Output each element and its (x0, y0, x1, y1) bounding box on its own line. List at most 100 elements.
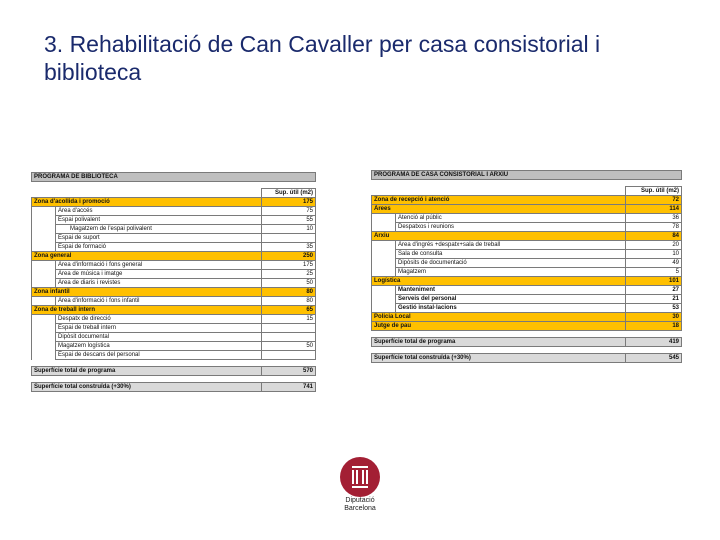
library-row-label: Zona de treball intern (31, 305, 262, 315)
library-row-value: 35 (261, 242, 316, 252)
town-hall-row: Arxiu 84 (371, 231, 682, 241)
town-hall-row-label: Policia Local (371, 312, 626, 322)
library-total-program-row: Superfície total de programa 570 (31, 366, 316, 376)
library-row: Espai de formació 35 (31, 242, 316, 252)
library-row-label: Magatzem de l'espai polivalent (55, 224, 262, 234)
town-hall-row-label: Àrees (371, 204, 626, 214)
library-row: Zona de treball intern 65 (31, 305, 316, 315)
town-hall-total-built-row: Superfície total construïda (+30%) 545 (371, 353, 682, 363)
library-heading: PROGRAMA DE BIBLIOTECA (31, 172, 316, 182)
library-row-label: Zona infantil (31, 287, 262, 297)
town-hall-row: Manteniment 27 (371, 285, 682, 295)
town-hall-row-label: Despatxos i reunions (395, 222, 626, 232)
town-hall-row-value: 101 (625, 276, 682, 286)
town-hall-row-label: Magatzem (395, 267, 626, 277)
library-row-value: 250 (261, 251, 316, 261)
town-hall-row: Logística 101 (371, 276, 682, 286)
library-row-value: 50 (261, 278, 316, 288)
town-hall-row: Atenció al públic 36 (371, 213, 682, 223)
library-column-header: Sup. útil (m2) (261, 188, 316, 198)
town-hall-row: Magatzem 5 (371, 267, 682, 277)
diputacio-barcelona-logo: Diputació Barcelona (338, 457, 382, 513)
town-hall-row-value: 27 (625, 285, 682, 295)
library-row: Espai polivalent 55 (31, 215, 316, 225)
library-row: Dipòsit documental (31, 332, 316, 342)
library-row-label: Zona d'acollida i promoció (31, 197, 262, 207)
town-hall-row-label: Atenció al públic (395, 213, 626, 223)
town-hall-row-value: 10 (625, 249, 682, 259)
town-hall-table-heading: PROGRAMA DE CASA CONSISTORIAL I ARXIU (371, 170, 682, 180)
library-row-label: Espai de formació (55, 242, 262, 252)
library-row-value: 10 (261, 224, 316, 234)
town-hall-row: Despatxos i reunions 78 (371, 222, 682, 232)
library-row-value: 50 (261, 341, 316, 351)
town-hall-row-label: Àrea d'ingrés +despatx+sala de treball (395, 240, 626, 250)
library-row: Àrea de música i imatge 25 (31, 269, 316, 279)
library-row-label: Zona general (31, 251, 262, 261)
library-total-built-label: Superfície total construïda (+30%) (31, 382, 262, 392)
town-hall-row-value: 78 (625, 222, 682, 232)
library-row: Zona d'acollida i promoció 175 (31, 197, 316, 207)
town-hall-row-label: Zona de recepció i atenció (371, 195, 626, 205)
library-row: Zona general 250 (31, 251, 316, 261)
library-row-value: 55 (261, 215, 316, 225)
library-row-label: Espai de treball intern (55, 323, 262, 333)
town-hall-row-value: 114 (625, 204, 682, 214)
library-row-label: Espai polivalent (55, 215, 262, 225)
logo-text-line2: Barcelona (344, 505, 376, 512)
library-row-label: Despatx de direcció (55, 314, 262, 324)
library-row-label: Dipòsit documental (55, 332, 262, 342)
town-hall-row: Serveis del personal 21 (371, 294, 682, 304)
library-row-label: Àrea d'informació i fons general (55, 260, 262, 270)
town-hall-row-label: Serveis del personal (395, 294, 626, 304)
library-row: Espai de descans del personal (31, 350, 316, 360)
diputacio-barcelona-emblem-icon (340, 457, 380, 497)
town-hall-row-value: 53 (625, 303, 682, 313)
town-hall-row: Jutge de pau 18 (371, 321, 682, 331)
town-hall-row: Dipòsits de documentació 49 (371, 258, 682, 268)
town-hall-row: Policia Local 30 (371, 312, 682, 322)
library-row-value: 175 (261, 260, 316, 270)
town-hall-total-built-value: 545 (625, 353, 682, 363)
library-total-program-label: Superfície total de programa (31, 366, 262, 376)
library-row: Àrea d'informació i fons general 175 (31, 260, 316, 270)
library-row: Zona infantil 80 (31, 287, 316, 297)
town-hall-row: Àrea d'ingrés +despatx+sala de treball 20 (371, 240, 682, 250)
library-total-program-value: 570 (261, 366, 316, 376)
library-row-value: 80 (261, 296, 316, 306)
library-row-value: 175 (261, 197, 316, 207)
library-row-value: 80 (261, 287, 316, 297)
library-total-built-value: 741 (261, 382, 316, 392)
library-total-built-row: Superfície total construïda (+30%) 741 (31, 382, 316, 392)
town-hall-column-header: Sup. útil (m2) (625, 186, 682, 196)
town-hall-row-label: Jutge de pau (371, 321, 626, 331)
library-program-table: PROGRAMA DE BIBLIOTECA Sup. útil (m2) Zo… (31, 172, 316, 392)
town-hall-row-value: 30 (625, 312, 682, 322)
library-row: Àrea d'informació i fons infantil 80 (31, 296, 316, 306)
town-hall-column-header-row: Sup. útil (m2) (372, 186, 682, 196)
library-row-label: Àrea d'accés (55, 206, 262, 216)
library-table-heading: PROGRAMA DE BIBLIOTECA (31, 172, 316, 182)
town-hall-program-table: PROGRAMA DE CASA CONSISTORIAL I ARXIU Su… (371, 170, 682, 363)
town-hall-total-built-label: Superfície total construïda (+30%) (371, 353, 626, 363)
town-hall-row: Gestió instal·lacions 53 (371, 303, 682, 313)
library-row: Àrea de diaris i revistes 50 (31, 278, 316, 288)
library-row-label: Magatzem logística (55, 341, 262, 351)
library-row-label: Àrea de música i imatge (55, 269, 262, 279)
town-hall-row-value: 5 (625, 267, 682, 277)
town-hall-row-label: Sala de consulta (395, 249, 626, 259)
town-hall-row: Àrees 114 (371, 204, 682, 214)
library-row: Despatx de direcció 15 (31, 314, 316, 324)
library-column-header-row: Sup. útil (m2) (32, 188, 316, 198)
library-row-value (261, 233, 316, 243)
town-hall-row-label: Arxiu (371, 231, 626, 241)
library-row-value (261, 323, 316, 333)
town-hall-total-program-value: 419 (625, 337, 682, 347)
town-hall-total-program-row: Superfície total de programa 419 (371, 337, 682, 347)
town-hall-row-value: 72 (625, 195, 682, 205)
library-row: Magatzem logística 50 (31, 341, 316, 351)
library-row-value (261, 332, 316, 342)
library-row-value: 65 (261, 305, 316, 315)
town-hall-row-value: 84 (625, 231, 682, 241)
library-row-label: Espai de descans del personal (55, 350, 262, 360)
